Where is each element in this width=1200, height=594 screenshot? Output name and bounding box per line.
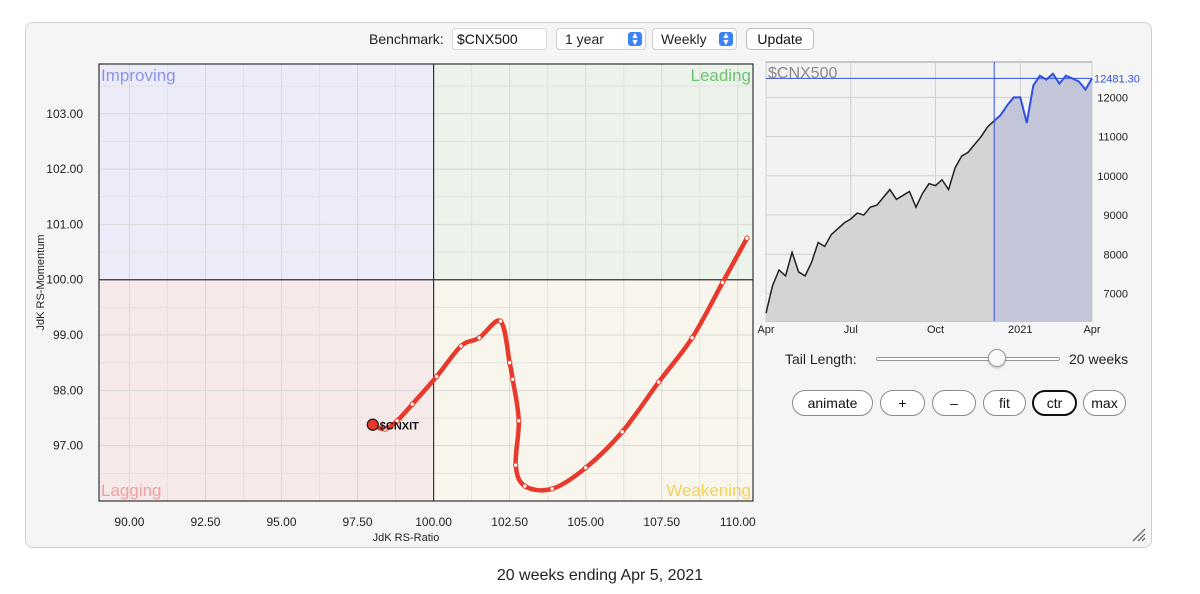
rrg-tail-point bbox=[522, 483, 528, 489]
max-button[interactable]: max bbox=[1083, 390, 1126, 416]
rrg-tail-point bbox=[497, 318, 504, 324]
x-tick-label: 90.00 bbox=[114, 515, 144, 529]
x-tick-label: 107.50 bbox=[643, 515, 680, 529]
rrg-tail-point bbox=[476, 335, 482, 341]
rrg-tail-point bbox=[719, 279, 726, 286]
x-tick-label: 97.50 bbox=[343, 515, 373, 529]
y-tick-label: 99.00 bbox=[53, 328, 83, 342]
x-tick-label: 102.50 bbox=[491, 515, 528, 529]
chart-caption: 20 weeks ending Apr 5, 2021 bbox=[496, 567, 704, 584]
y-tick-label: 97.00 bbox=[53, 439, 83, 453]
x-tick-label: 92.50 bbox=[190, 515, 220, 529]
quadrant-label-weakening: Weakening bbox=[666, 481, 751, 500]
zoom-out-button[interactable]: – bbox=[932, 390, 976, 416]
benchmark-input[interactable] bbox=[452, 28, 547, 50]
animate-button[interactable]: animate bbox=[792, 390, 873, 416]
rrg-tail-point bbox=[516, 418, 522, 424]
tail-length-thumb[interactable] bbox=[988, 349, 1007, 367]
rrg-tail-point bbox=[409, 401, 416, 407]
x-axis-label: JdK RS-Ratio bbox=[373, 532, 440, 544]
y-tick-label: 100.00 bbox=[46, 273, 83, 287]
quadrant-leading bbox=[433, 64, 753, 280]
rrg-tail-point bbox=[689, 335, 695, 341]
fit-button[interactable]: fit bbox=[983, 390, 1026, 416]
update-button[interactable]: Update bbox=[746, 28, 814, 50]
rrg-tail-point bbox=[656, 379, 662, 385]
rrg-tail-point bbox=[506, 360, 513, 366]
rrg-tail-point bbox=[513, 462, 519, 468]
x-tick-label: 95.00 bbox=[266, 515, 296, 529]
quadrant-label-leading: Leading bbox=[690, 66, 751, 85]
rrg-tail-point bbox=[549, 486, 555, 492]
tail-length-label: Tail Length: bbox=[785, 351, 857, 367]
zoom-in-button[interactable]: + bbox=[880, 390, 925, 416]
y-tick-label: 103.00 bbox=[46, 107, 83, 121]
rrg-tail-point bbox=[582, 465, 589, 471]
y-tick-label: 98.00 bbox=[53, 383, 83, 397]
rrg-tail-point bbox=[433, 373, 440, 380]
x-tick-label: 100.00 bbox=[415, 515, 452, 529]
rrg-tail-point bbox=[458, 343, 464, 349]
rrg-tail-point bbox=[394, 418, 400, 424]
period-select[interactable]: 1 year ▲ ▼ bbox=[556, 28, 646, 50]
rrg-tail-point bbox=[619, 429, 625, 435]
rrg-tail-point bbox=[509, 376, 516, 383]
resize-grip-icon[interactable] bbox=[1130, 526, 1146, 542]
benchmark-label: Benchmark: bbox=[369, 31, 444, 47]
plot-frame bbox=[98, 63, 754, 502]
quadrant-label-lagging: Lagging bbox=[101, 481, 162, 500]
quadrant-improving bbox=[99, 64, 434, 280]
ctr-button[interactable]: ctr bbox=[1032, 390, 1077, 416]
x-tick-label: 110.00 bbox=[720, 515, 756, 529]
rrg-tail-point bbox=[744, 235, 750, 241]
y-tick-label: 101.00 bbox=[46, 217, 83, 231]
frequency-select[interactable]: Weekly ▲ ▼ bbox=[652, 28, 737, 50]
chevron-updown-icon: ▲ ▼ bbox=[719, 31, 733, 47]
quadrant-label-improving: Improving bbox=[101, 66, 176, 85]
tail-length-value: 20 weeks bbox=[1069, 351, 1129, 367]
y-axis-label: JdK RS-Momentum bbox=[35, 235, 47, 331]
period-value: 1 year bbox=[565, 31, 604, 47]
toolbar: Benchmark: 1 year ▲▼ Weekly ▲▼ Update bbox=[0, 28, 1200, 50]
rrg-tail-point bbox=[382, 426, 388, 432]
tail-length-slider[interactable] bbox=[876, 357, 1060, 361]
frequency-value: Weekly bbox=[661, 31, 707, 47]
y-tick-label: 102.00 bbox=[46, 162, 83, 176]
chevron-updown-icon: ▲ ▼ bbox=[628, 31, 642, 47]
x-tick-label: 105.00 bbox=[567, 515, 604, 529]
rrg-series-label: $CNXIT bbox=[380, 421, 419, 433]
rrg-head-point bbox=[366, 418, 379, 431]
